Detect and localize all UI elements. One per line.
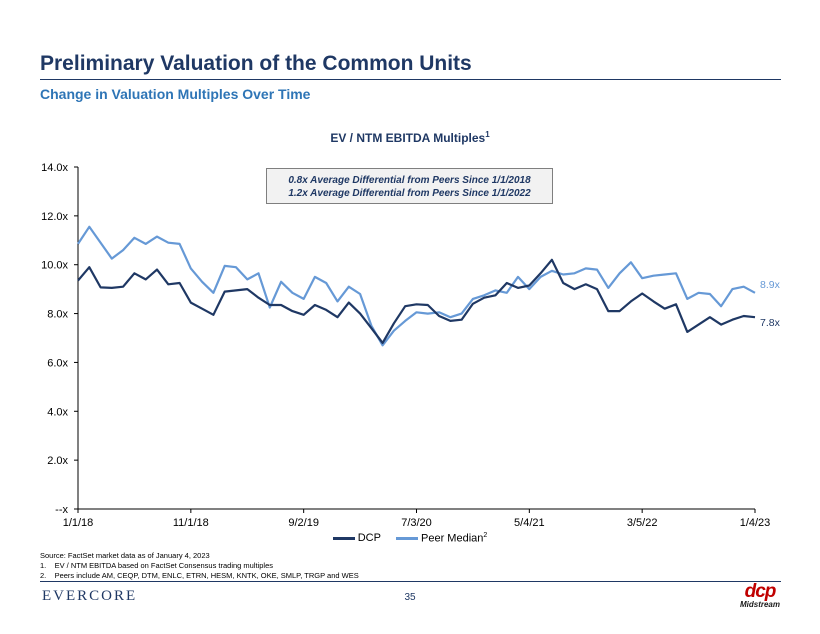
end-label-peer-median: 8.9x xyxy=(760,279,781,291)
x-tick-label: 9/2/19 xyxy=(288,517,319,529)
page-number: 35 xyxy=(404,592,416,603)
y-tick-label: 12.0x xyxy=(41,211,68,223)
dcp-logo-text: dcp xyxy=(744,581,777,602)
end-label-dcp: 7.8x xyxy=(760,317,781,329)
y-tick-label: 4.0x xyxy=(47,406,68,418)
legend-label-peer-median: Peer Median xyxy=(421,532,484,545)
legend-item-dcp: DCP xyxy=(332,532,381,545)
legend-swatch-dcp xyxy=(332,536,355,540)
x-tick-label: 7/3/20 xyxy=(401,517,432,529)
footer-divider xyxy=(40,581,781,582)
legend-swatch-peer-median xyxy=(396,537,418,541)
legend-item-peer-median: Peer Median2 xyxy=(396,532,487,545)
callout-line-1: 0.8x Average Differential from Peers Sin… xyxy=(288,175,531,186)
chart-legend: DCP Peer Median2 xyxy=(0,532,820,545)
legend-label-dcp: DCP xyxy=(357,532,381,545)
dcp-logo-mark: dcp xyxy=(736,581,784,602)
x-tick-label: 1/4/23 xyxy=(740,517,771,529)
y-tick-label: 2.0x xyxy=(47,455,68,467)
y-tick-label: --x xyxy=(55,504,68,516)
title-divider xyxy=(40,79,781,80)
chart-title-footnote: 1 xyxy=(485,130,490,139)
chart-title-text: EV / NTM EBITDA Multiples xyxy=(330,131,486,145)
x-tick-label: 3/5/22 xyxy=(627,517,658,529)
series-line-peer-median xyxy=(77,225,756,347)
footnote-1: 1. EV / NTM EBITDA based on FactSet Cons… xyxy=(40,561,274,570)
x-tick-label: 1/1/18 xyxy=(63,517,94,529)
evercore-logo: EVERCORE xyxy=(42,588,138,604)
footnote-2: 2. Peers include AM, CEQP, DTM, ENLC, ET… xyxy=(40,571,359,580)
page-title: Preliminary Valuation of the Common Unit… xyxy=(40,52,472,75)
callout-line-2: 1.2x Average Differential from Peers Sin… xyxy=(288,188,531,199)
y-tick-label: 6.0x xyxy=(47,357,68,369)
dcp-logo-subtext: Midstream xyxy=(739,600,780,609)
chart-title: EV / NTM EBITDA Multiples1 xyxy=(0,130,820,145)
y-tick-label: 14.0x xyxy=(41,162,68,174)
source-note: Source: FactSet market data as of Januar… xyxy=(40,551,210,560)
x-tick-label: 11/1/18 xyxy=(173,517,209,529)
series-line-dcp xyxy=(77,258,756,344)
y-tick-label: 8.0x xyxy=(47,309,68,321)
y-tick-label: 10.0x xyxy=(41,260,68,272)
x-tick-label: 5/4/21 xyxy=(514,517,545,529)
differential-callout: 0.8x Average Differential from Peers Sin… xyxy=(266,168,553,204)
legend-peer-footnote: 2 xyxy=(483,532,488,539)
page-subtitle: Change in Valuation Multiples Over Time xyxy=(40,86,311,102)
dcp-midstream-logo: dcp Midstream xyxy=(736,581,784,610)
